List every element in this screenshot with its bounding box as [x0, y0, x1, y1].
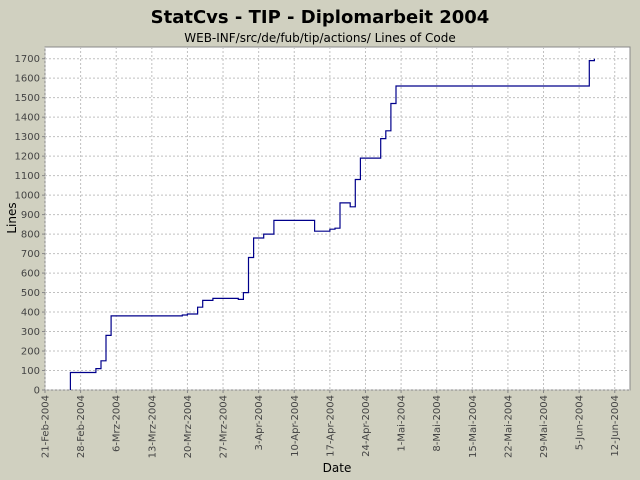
x-axis: 21-Feb-2004 28-Feb-2004 6-Mrz-2004 13-Mrz-2…	[41, 390, 621, 458]
x-tick-label: 13-Mrz-2004	[147, 395, 158, 458]
x-tick-label: 21-Feb-2004	[41, 395, 52, 458]
y-tick-label: 1400	[15, 113, 40, 124]
x-tick-label: 8-Mai-2004	[432, 395, 443, 452]
x-tick-label: 29-Mai-2004	[539, 395, 550, 458]
y-tick-label: 1200	[15, 152, 40, 163]
x-axis-label: Date	[323, 461, 352, 475]
y-tick-label: 900	[21, 210, 40, 221]
x-tick-label: 5-Jun-2004	[575, 395, 586, 450]
x-tick-label: 3-Apr-2004	[254, 395, 265, 450]
y-tick-label: 300	[21, 327, 40, 338]
chart-subtitle: WEB-INF/src/de/fub/tip/actions/ Lines of…	[184, 31, 456, 45]
y-tick-label: 500	[21, 288, 40, 299]
x-tick-label: 28-Feb-2004	[76, 395, 87, 458]
x-tick-label: 10-Apr-2004	[290, 395, 301, 457]
x-tick-label: 20-Mrz-2004	[183, 395, 194, 458]
y-tick-label: 400	[21, 308, 40, 319]
x-tick-label: 15-Mai-2004	[468, 395, 479, 458]
x-tick-label: 22-Mai-2004	[503, 395, 514, 458]
y-tick-label: 100	[21, 366, 40, 377]
x-tick-label: 17-Apr-2004	[325, 395, 336, 457]
y-tick-label: 700	[21, 249, 40, 260]
grid	[44, 47, 630, 391]
x-tick-label: 27-Mrz-2004	[219, 395, 230, 458]
y-tick-label: 1100	[15, 171, 40, 182]
series-line	[69, 58, 595, 390]
y-axis-label: Lines	[5, 202, 19, 233]
y-tick-label: 200	[21, 347, 40, 358]
y-tick-label: 1500	[15, 93, 40, 104]
x-tick-label: 12-Jun-2004	[610, 395, 621, 457]
y-tick-label: 600	[21, 269, 40, 280]
chart-title: StatCvs - TIP - Diplomarbeit 2004	[151, 7, 490, 28]
y-tick-label: 1300	[15, 132, 40, 143]
y-tick-label: 1700	[15, 54, 40, 65]
x-tick-label: 1-Mai-2004	[397, 395, 408, 452]
y-tick-label: 1000	[15, 191, 40, 202]
x-tick-label: 24-Apr-2004	[361, 395, 372, 457]
plot-area	[44, 46, 631, 391]
y-tick-label: 800	[21, 230, 40, 241]
y-tick-label: 0	[34, 386, 40, 397]
x-tick-label: 6-Mrz-2004	[112, 395, 123, 452]
y-axis: 0 100 200 300 400 500 600 700 800 900 1000 1100 1200…	[15, 54, 45, 397]
y-tick-label: 1600	[15, 74, 40, 85]
